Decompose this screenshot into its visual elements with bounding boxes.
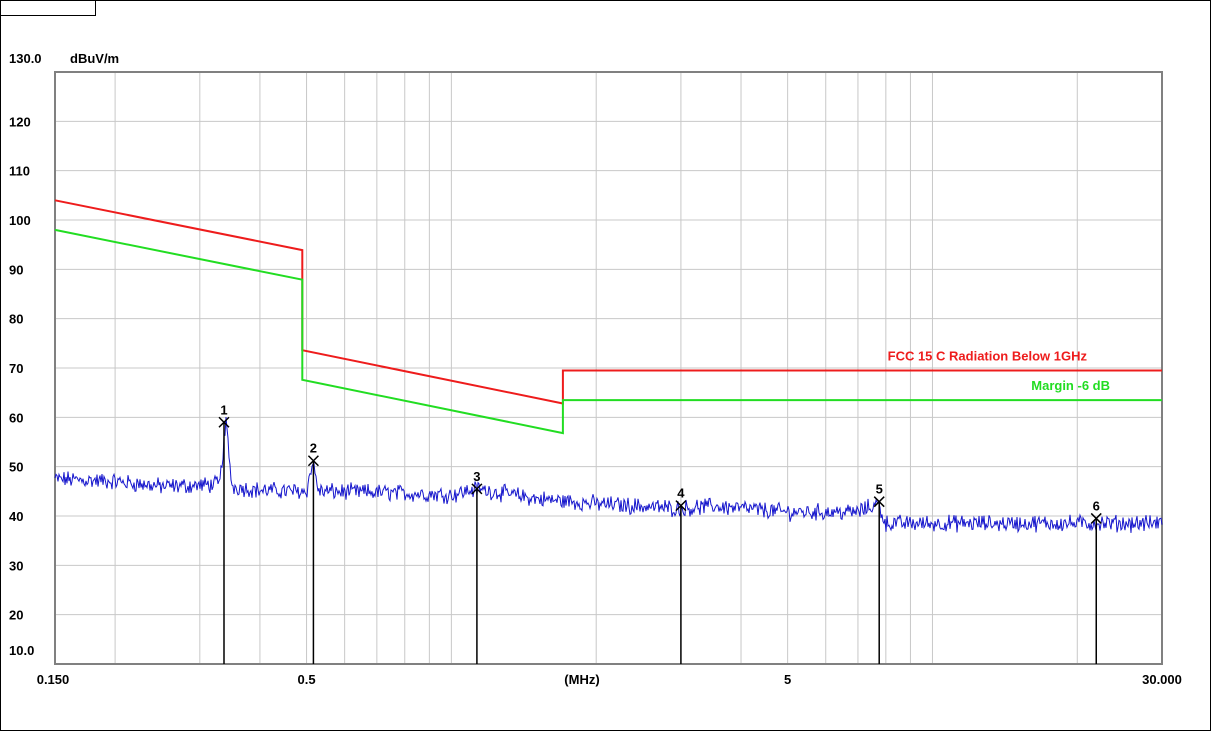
x-tick-label: 0.5 — [298, 672, 316, 687]
plot-border — [54, 71, 1163, 665]
measurement-trace — [54, 416, 1163, 534]
y-tick-label: 40 — [9, 509, 23, 524]
y-tick-label: 110 — [9, 164, 30, 179]
y-tick-label: 100 — [9, 213, 31, 228]
y-tick-label: 80 — [9, 312, 23, 327]
legend-margin: Margin -6 dB — [1031, 378, 1110, 393]
legend-fcc-limit: FCC 15 C Radiation Below 1GHz — [888, 348, 1088, 363]
fcc-limit-line — [54, 199, 1162, 405]
marker-x-icon — [307, 455, 319, 467]
y-tick-label: 30 — [9, 558, 23, 573]
y-tick-label: 60 — [9, 410, 23, 425]
x-tick-label: 5 — [784, 672, 791, 687]
marker-x-icon — [675, 500, 687, 512]
marker-x-icon — [218, 416, 230, 428]
y-tick-label: 10.0 — [9, 643, 34, 658]
marker-label: 1 — [220, 402, 227, 417]
margin-line — [54, 228, 1162, 435]
marker-label: 4 — [677, 486, 685, 501]
marker-x-icon — [1090, 512, 1102, 524]
marker-label: 6 — [1093, 498, 1100, 513]
marker-label: 5 — [876, 482, 883, 497]
y-tick-label: 120 — [9, 114, 31, 129]
y-tick-label: 90 — [9, 262, 23, 277]
x-axis-unit: (MHz) — [564, 672, 599, 687]
marker-label: 3 — [473, 469, 480, 484]
y-tick-label: 130.0 — [9, 51, 42, 66]
y-tick-label: 50 — [9, 460, 23, 475]
marker-x-icon — [471, 483, 483, 495]
marker-label: 2 — [310, 441, 317, 456]
x-tick-label: 0.150 — [37, 672, 70, 687]
y-tick-label: 70 — [9, 361, 23, 376]
x-tick-label: 30.000 — [1142, 672, 1182, 687]
header-tab-divider — [0, 0, 96, 16]
y-axis-unit: dBuV/m — [70, 51, 119, 66]
y-tick-label: 20 — [9, 608, 23, 623]
marker-x-icon — [873, 496, 885, 508]
